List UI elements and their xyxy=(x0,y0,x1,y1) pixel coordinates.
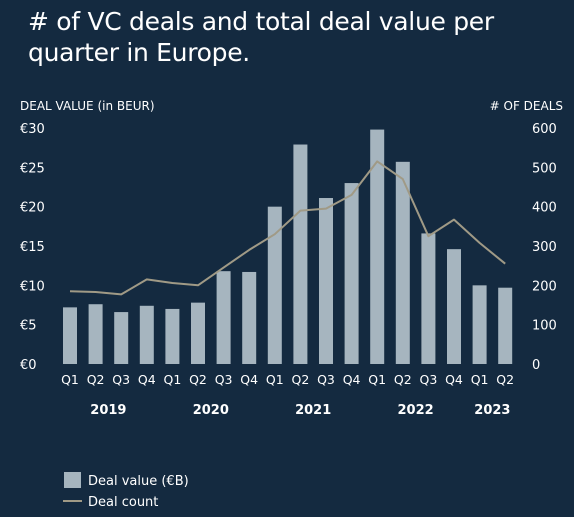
bar xyxy=(344,183,359,364)
left-tick-label: €0 xyxy=(20,358,37,373)
bar xyxy=(63,307,77,364)
x-tick-label: Q3 xyxy=(215,372,233,387)
line-series xyxy=(69,160,506,296)
x-tick-label: Q2 xyxy=(292,372,310,387)
bar xyxy=(395,161,410,364)
x-tick-label: Q1 xyxy=(368,372,386,387)
bar xyxy=(242,271,257,364)
left-tick-label: €20 xyxy=(20,201,45,216)
right-tick-label: 400 xyxy=(532,201,557,216)
x-tick-label: Q4 xyxy=(343,372,361,387)
x-tick-label: Q2 xyxy=(189,372,207,387)
bar xyxy=(267,206,282,364)
left-tick-label: €5 xyxy=(20,319,37,334)
bar xyxy=(88,304,103,364)
right-tick-label: 200 xyxy=(532,279,557,294)
x-axis: Q1 Q2 Q3 Q4 Q1 Q2 Q3 Q4 Q1 Q2 Q3 Q4 Q1 Q2 Q3 Q4 Q1 Q2 xyxy=(61,372,514,387)
year-label: 2019 xyxy=(90,403,126,418)
right-tick-label: 500 xyxy=(532,161,557,176)
bar xyxy=(191,302,205,364)
bar xyxy=(165,308,180,364)
chart-title: # of VC deals and total deal value per q… xyxy=(28,7,494,67)
x-tick-label: Q3 xyxy=(317,372,335,387)
bar-series xyxy=(63,129,513,364)
right-axis: 0 100 200 300 400 500 600 xyxy=(532,122,557,373)
bar xyxy=(370,129,385,364)
right-axis-title: # OF DEALS xyxy=(490,99,563,113)
year-axis: 2019 2020 2021 2022 2023 xyxy=(90,403,510,418)
legend-label-deal-value: Deal value (€B) xyxy=(88,474,189,489)
x-tick-label: Q3 xyxy=(112,372,130,387)
legend-label-deal-count: Deal count xyxy=(88,495,158,510)
deal-count-line xyxy=(69,160,506,296)
left-tick-label: €10 xyxy=(20,279,45,294)
right-tick-label: 300 xyxy=(532,240,557,255)
left-axis-title: DEAL VALUE (in BEUR) xyxy=(20,99,155,113)
x-tick-label: Q2 xyxy=(394,372,412,387)
left-tick-label: €15 xyxy=(20,240,45,255)
x-tick-label: Q2 xyxy=(87,372,105,387)
bar xyxy=(421,233,436,364)
bar xyxy=(216,271,231,364)
bar xyxy=(447,249,461,364)
x-tick-label: Q3 xyxy=(420,372,438,387)
x-tick-label: Q1 xyxy=(471,372,489,387)
bar xyxy=(114,312,129,364)
left-tick-label: €30 xyxy=(20,122,45,137)
x-tick-label: Q1 xyxy=(61,372,79,387)
legend: Deal value (€B) Deal count xyxy=(63,472,189,510)
right-tick-label: 100 xyxy=(532,319,557,334)
legend-swatch-deal-value xyxy=(64,472,81,488)
left-axis: €0 €5 €10 €15 €20 €25 €30 xyxy=(20,122,45,373)
bar xyxy=(139,305,154,364)
bar xyxy=(472,285,487,364)
year-label: 2021 xyxy=(295,403,331,418)
x-tick-label: Q4 xyxy=(138,372,156,387)
left-tick-label: €25 xyxy=(20,161,45,176)
x-tick-label: Q4 xyxy=(445,372,463,387)
year-label: 2023 xyxy=(474,403,510,418)
x-tick-label: Q4 xyxy=(240,372,258,387)
right-tick-label: 600 xyxy=(532,122,557,137)
bar xyxy=(293,144,308,364)
bar xyxy=(319,198,333,364)
x-tick-label: Q1 xyxy=(266,372,284,387)
x-tick-label: Q2 xyxy=(496,372,514,387)
year-label: 2020 xyxy=(193,403,229,418)
x-tick-label: Q1 xyxy=(164,372,182,387)
bar xyxy=(498,287,513,364)
right-tick-label: 0 xyxy=(532,358,540,373)
year-label: 2022 xyxy=(398,403,434,418)
